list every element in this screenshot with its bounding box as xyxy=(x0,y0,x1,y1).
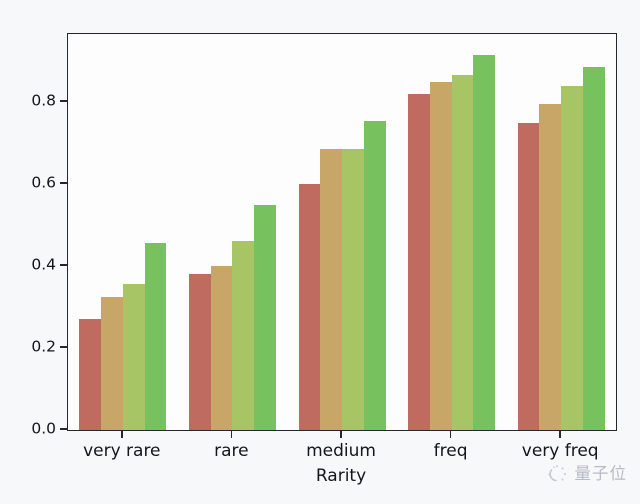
bar-group-rare xyxy=(188,34,276,430)
bar xyxy=(232,241,255,430)
bar xyxy=(539,104,562,430)
bar xyxy=(517,122,540,430)
bar xyxy=(298,184,321,430)
bar xyxy=(561,85,583,430)
x-tick-mark xyxy=(449,430,452,438)
x-tick-mark xyxy=(559,430,561,438)
bar xyxy=(79,319,102,430)
x-tick-label: freq xyxy=(433,441,468,461)
bar xyxy=(342,149,364,430)
bar xyxy=(363,120,386,430)
x-tick-mark xyxy=(230,430,233,438)
bar xyxy=(408,93,430,430)
y-tick-mark xyxy=(60,428,67,430)
bar xyxy=(429,81,452,430)
bar-group-very-rare xyxy=(79,34,167,430)
y-tick-label: 0.4 xyxy=(31,255,56,274)
y-tick-mark xyxy=(60,346,67,348)
bar xyxy=(473,54,496,430)
bar xyxy=(122,284,145,430)
bar xyxy=(451,75,474,430)
qbitai-logo-icon xyxy=(547,465,566,482)
bar xyxy=(188,274,211,430)
x-axis-title: Rarity xyxy=(315,466,367,486)
watermark-text: 量子位 xyxy=(574,463,627,483)
bar-group-medium xyxy=(298,34,386,430)
bar xyxy=(144,243,167,430)
watermark: 量子位 xyxy=(545,462,628,486)
bar xyxy=(320,149,342,430)
x-tick-mark xyxy=(121,430,123,438)
y-tick-label: 0.2 xyxy=(31,337,56,356)
y-tick-label: 0.6 xyxy=(31,173,56,192)
bar xyxy=(582,67,605,430)
x-tick-label: very rare xyxy=(83,441,161,461)
x-tick-mark xyxy=(340,430,342,438)
plot-area xyxy=(67,33,617,431)
y-tick-label: 0.8 xyxy=(31,91,56,110)
bars-layer xyxy=(68,34,616,430)
bar xyxy=(254,204,276,430)
bar xyxy=(210,266,233,430)
x-tick-label: very freq xyxy=(521,441,599,461)
y-tick-label: 0.0 xyxy=(31,419,56,438)
x-tick-label: medium xyxy=(306,441,376,461)
y-tick-mark xyxy=(60,182,67,184)
x-tick-label: rare xyxy=(214,441,249,461)
bar-group-freq xyxy=(408,34,496,430)
bar xyxy=(101,296,123,430)
y-tick-mark xyxy=(60,264,67,266)
y-tick-mark xyxy=(60,100,67,102)
bar-group-very-freq xyxy=(517,34,605,430)
